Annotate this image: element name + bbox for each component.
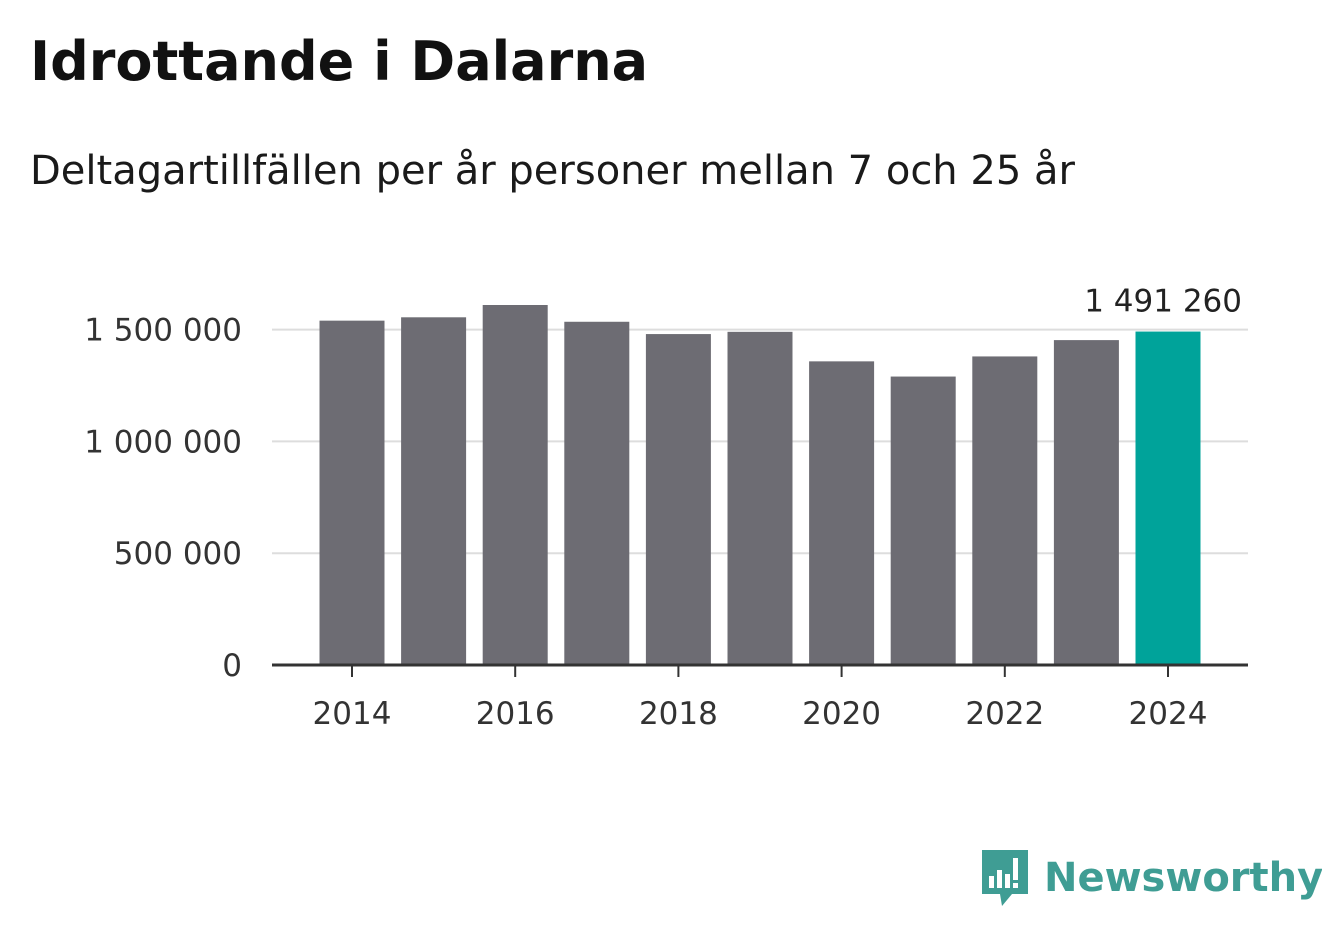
bar-2021 <box>890 376 956 665</box>
x-tick-label: 2022 <box>965 696 1044 732</box>
x-tick-label: 2016 <box>476 696 555 732</box>
y-tick-label: 0 <box>222 648 242 684</box>
bar-2023 <box>1053 340 1119 665</box>
brand-name: Newsworthy <box>1044 855 1322 901</box>
y-tick-label: 1 000 000 <box>84 424 242 460</box>
bar-2022 <box>972 356 1038 665</box>
bars <box>319 305 1201 665</box>
x-tick-label: 2014 <box>313 696 392 732</box>
x-tick-label: 2018 <box>639 696 718 732</box>
y-tick-label: 500 000 <box>114 536 242 572</box>
bar-2016 <box>482 305 548 665</box>
y-tick-label: 1 500 000 <box>84 313 242 349</box>
labels: 0 500 000 1 000 000 1 500 000 2014 2016 2018 20… <box>84 284 1242 732</box>
bar-chart: 0 500 000 1 000 000 1 500 000 2014 2016 2018 20… <box>84 284 1248 732</box>
bar-2015 <box>401 317 467 665</box>
highlight-value-label: 1 491 260 <box>1084 284 1242 320</box>
newsworthy-logo: Newsworthy <box>980 848 1322 908</box>
bar-2018 <box>645 334 711 665</box>
bar-2024 <box>1135 331 1201 665</box>
x-tick-label: 2020 <box>802 696 881 732</box>
bar-2019 <box>727 331 793 665</box>
x-tick-label: 2024 <box>1129 696 1208 732</box>
bar-2017 <box>564 321 630 665</box>
bar-2014 <box>319 320 385 665</box>
chart-title: Idrottande i Dalarna <box>30 30 649 93</box>
chart-subtitle: Deltagartillfällen per år personer mella… <box>30 148 1075 194</box>
newsworthy-logo-icon <box>982 850 1028 906</box>
axes <box>272 663 1248 677</box>
bar-2020 <box>809 361 875 665</box>
